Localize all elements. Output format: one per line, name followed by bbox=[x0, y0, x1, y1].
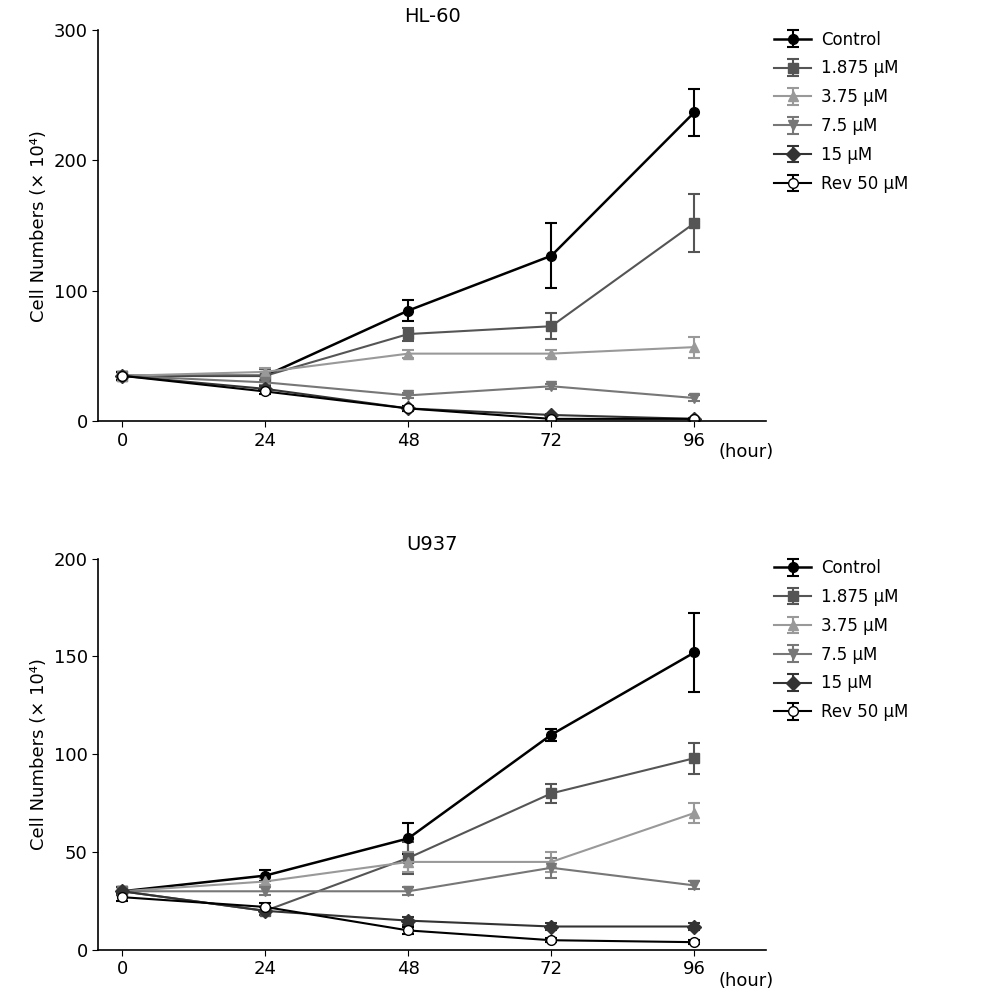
Legend: Control, 1.875 μM, 3.75 μM, 7.5 μM, 15 μM, Rev 50 μM: Control, 1.875 μM, 3.75 μM, 7.5 μM, 15 μ… bbox=[774, 31, 908, 193]
Y-axis label: Cell Numbers (× 10⁴): Cell Numbers (× 10⁴) bbox=[30, 658, 48, 850]
Legend: Control, 1.875 μM, 3.75 μM, 7.5 μM, 15 μM, Rev 50 μM: Control, 1.875 μM, 3.75 μM, 7.5 μM, 15 μ… bbox=[774, 559, 908, 721]
Title: HL-60: HL-60 bbox=[404, 7, 461, 26]
Text: (hour): (hour) bbox=[718, 443, 774, 461]
Y-axis label: Cell Numbers (× 10⁴): Cell Numbers (× 10⁴) bbox=[30, 130, 48, 322]
Title: U937: U937 bbox=[407, 535, 458, 554]
Text: (hour): (hour) bbox=[718, 972, 774, 990]
